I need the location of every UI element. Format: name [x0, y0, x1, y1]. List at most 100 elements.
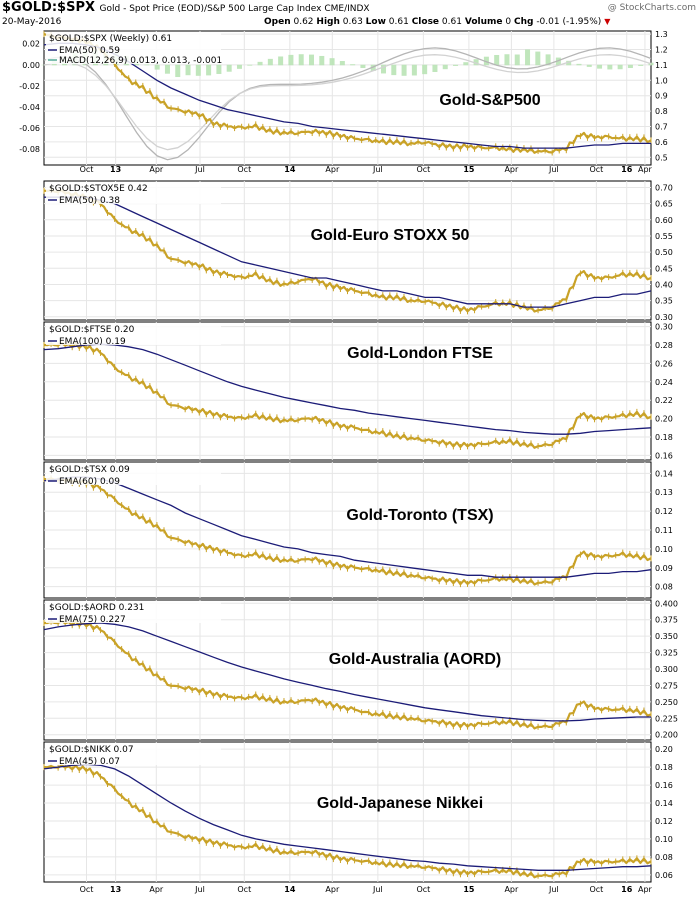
macd-hist-bar-23 — [278, 56, 284, 66]
macd-hist-bar-26 — [308, 54, 314, 66]
label-bg-nikk — [46, 743, 221, 765]
chg-value: -0.01 (-1.95%) — [536, 17, 602, 27]
right-tick-stoxx-6: 0.40 — [655, 280, 673, 289]
macd-hist-bar-49 — [545, 54, 551, 66]
ohlc-readout: Open 0.62 High 0.63 Low 0.61 Close 0.61 … — [264, 17, 611, 27]
panel-frame-stoxx — [43, 180, 652, 321]
right-tick-spx-8: 0.5 — [655, 153, 668, 162]
right-tick-ftse-0: 0.30 — [655, 323, 673, 332]
ema-line-aord — [43, 622, 651, 722]
right-tick-aord-1: 0.375 — [655, 616, 678, 625]
panel-title-stoxx: Gold-Euro STOXX 50 — [311, 227, 470, 244]
macd-hist-bar-38 — [432, 64, 438, 72]
right-tick-ftse-7: 0.16 — [655, 451, 673, 460]
right-tick-spx-0: 1.3 — [655, 30, 668, 39]
panel-label-stoxx: $GOLD:$STOX5E 0.42 — [49, 184, 148, 194]
ema-label-spx: EMA(50) 0.59 — [59, 46, 120, 56]
macd-hist-bar-44 — [494, 54, 500, 66]
macd-hist-bar-56 — [617, 64, 623, 70]
right-tick-aord-8: 0.200 — [655, 731, 678, 740]
right-tick-spx-6: 0.7 — [655, 122, 668, 131]
right-tick-tsx-6: 0.08 — [655, 583, 673, 592]
right-tick-tsx-4: 0.10 — [655, 545, 673, 554]
panel-title-ftse: Gold-London FTSE — [347, 345, 493, 362]
ema-label-tsx: EMA(60) 0.09 — [59, 477, 120, 487]
ema-label-aord: EMA(75) 0.227 — [59, 615, 126, 625]
right-tick-aord-7: 0.225 — [655, 714, 678, 723]
x-tick-top-2: Apr — [149, 165, 164, 174]
macd-hist-bar-46 — [514, 54, 520, 66]
right-tick-tsx-2: 0.12 — [655, 507, 673, 516]
x-tick-bottom-3: Jul — [194, 885, 205, 894]
right-tick-stoxx-3: 0.55 — [655, 232, 673, 241]
macd-hist-bar-30 — [350, 64, 356, 66]
right-tick-aord-6: 0.250 — [655, 698, 678, 707]
macd-hist-bar-55 — [607, 64, 613, 70]
macd-hist-bar-29 — [339, 61, 345, 66]
right-tick-spx-5: 0.8 — [655, 107, 668, 116]
volume-value: 0 — [505, 17, 512, 27]
right-tick-spx-1: 1.2 — [655, 45, 668, 54]
label-bg-ftse — [46, 323, 221, 345]
macd-hist-bar-31 — [360, 64, 366, 69]
macd-hist-bar-51 — [566, 60, 572, 66]
macd-hist-bar-22 — [267, 58, 273, 66]
x-tick-bottom-10: Apr — [504, 885, 519, 894]
x-tick-bottom-13: 16 — [621, 885, 633, 894]
x-tick-bottom-2: Apr — [149, 885, 164, 894]
x-tick-bottom-6: Apr — [325, 885, 340, 894]
high-value: 0.63 — [342, 17, 363, 27]
macd-hist-bar-19 — [236, 64, 242, 69]
macd-hist-bar-43 — [483, 56, 489, 66]
macd-line — [43, 47, 652, 161]
chart-header: $GOLD:$SPX Gold - Spot Price (EOD)/S&P 5… — [0, 0, 700, 30]
right-tick-nikk-5: 0.10 — [655, 835, 673, 844]
right-tick-stoxx-8: 0.30 — [655, 313, 673, 322]
right-tick-spx-4: 0.9 — [655, 92, 668, 101]
macd-hist-bar-11 — [154, 64, 160, 70]
x-tick-bottom-4: Oct — [237, 885, 251, 894]
left-tick-5: -0.08 — [19, 145, 40, 154]
macd-hist-bar-12 — [164, 64, 170, 74]
x-tick-top-14: Apr — [638, 165, 653, 174]
x-tick-bottom-14: Apr — [638, 885, 653, 894]
right-tick-stoxx-2: 0.60 — [655, 216, 673, 225]
right-tick-stoxx-5: 0.45 — [655, 264, 673, 273]
x-tick-bottom-1: 13 — [110, 885, 121, 894]
macd-hist-bar-54 — [597, 64, 603, 69]
x-tick-bottom-7: Jul — [372, 885, 383, 894]
macd-hist-bar-41 — [463, 62, 469, 66]
ema-label-ftse: EMA(100) 0.19 — [59, 337, 126, 347]
down-arrow-icon: ▼ — [604, 17, 611, 26]
ema-line-spx — [43, 42, 651, 149]
macd-hist-bar-57 — [627, 64, 633, 69]
macd-hist-bar-25 — [298, 54, 304, 66]
macd-hist-bar-34 — [391, 64, 397, 76]
x-tick-top-10: Apr — [504, 165, 519, 174]
macd-hist-bar-35 — [401, 64, 407, 76]
ema-label-stoxx: EMA(50) 0.38 — [59, 196, 120, 206]
right-tick-nikk-3: 0.14 — [655, 799, 673, 808]
right-tick-aord-0: 0.400 — [655, 599, 678, 608]
symbol-line: $GOLD:$SPX Gold - Spot Price (EOD)/S&P 5… — [2, 0, 370, 15]
right-tick-aord-2: 0.350 — [655, 632, 678, 641]
x-tick-top-7: Jul — [372, 165, 383, 174]
macd-hist-bar-21 — [257, 61, 263, 66]
right-tick-aord-4: 0.300 — [655, 665, 678, 674]
macd-hist-bar-15 — [195, 64, 201, 76]
x-tick-top-9: 15 — [463, 165, 475, 174]
x-tick-top-1: 13 — [110, 165, 121, 174]
macd-hist-bar-45 — [504, 54, 510, 66]
label-bg-aord — [46, 601, 221, 623]
right-tick-nikk-6: 0.08 — [655, 853, 673, 862]
right-tick-spx-7: 0.6 — [655, 138, 668, 147]
right-tick-stoxx-4: 0.50 — [655, 248, 673, 257]
right-tick-spx-3: 1.0 — [655, 76, 668, 85]
ema-line-ftse — [43, 343, 652, 435]
right-tick-stoxx-0: 0.70 — [655, 183, 673, 192]
right-tick-aord-5: 0.275 — [655, 681, 678, 690]
x-tick-top-5: 14 — [284, 165, 296, 174]
right-tick-nikk-2: 0.16 — [655, 781, 673, 790]
right-tick-ftse-5: 0.20 — [655, 415, 673, 424]
